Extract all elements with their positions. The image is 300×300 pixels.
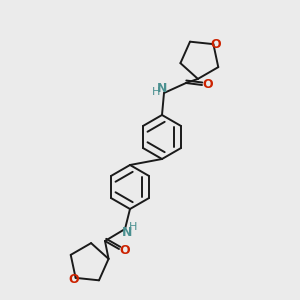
Text: H: H [152, 87, 160, 97]
Text: N: N [122, 226, 132, 239]
Text: O: O [210, 38, 221, 51]
Text: H: H [129, 222, 137, 232]
Text: O: O [68, 273, 79, 286]
Text: O: O [203, 79, 213, 92]
Text: N: N [157, 82, 167, 94]
Text: O: O [120, 244, 130, 257]
